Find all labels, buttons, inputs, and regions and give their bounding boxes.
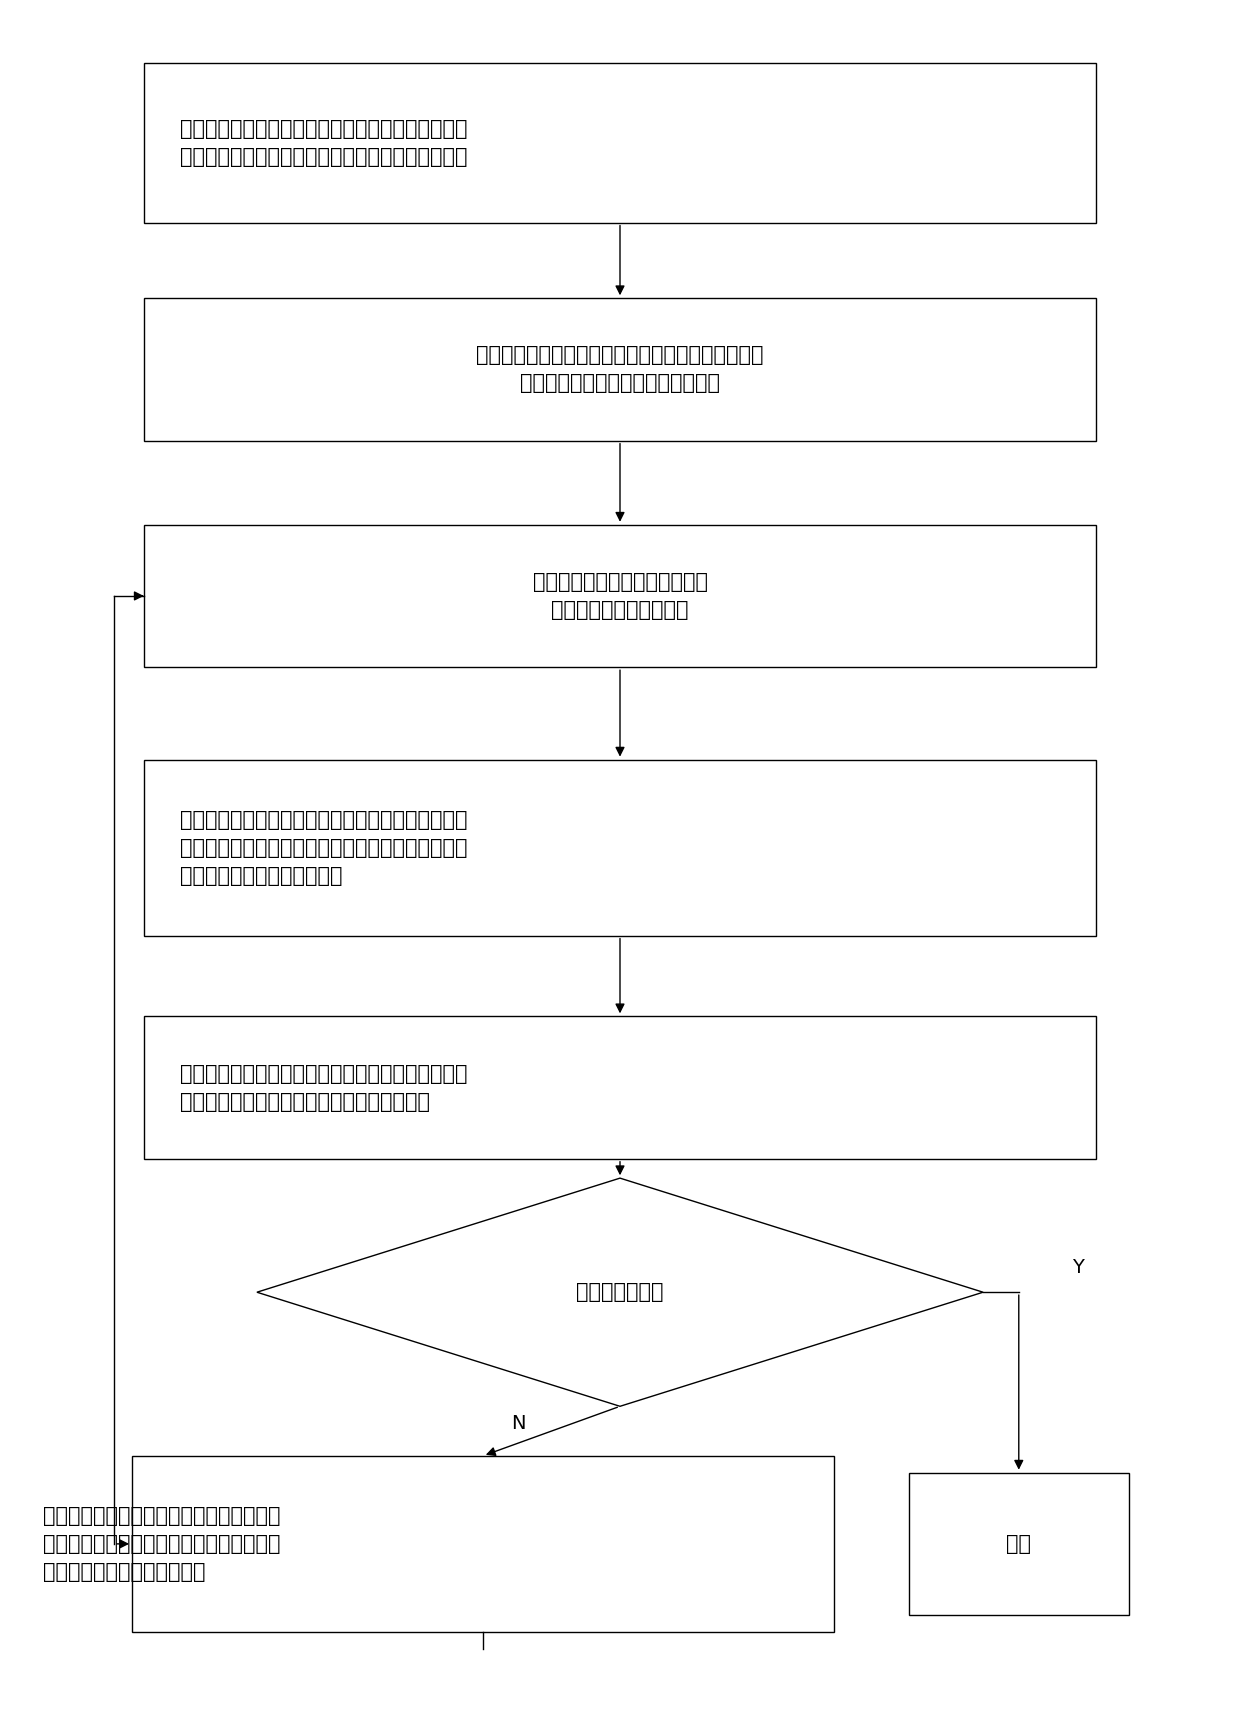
Text: 结束: 结束 bbox=[1007, 1534, 1032, 1554]
Text: 对钢坯的头部、中部和尾部进行二维网格划分，设置
钢坯初始的温度分布和晶粒大小分布: 对钢坯的头部、中部和尾部进行二维网格划分，设置 钢坯初始的温度分布和晶粒大小分布 bbox=[476, 346, 764, 394]
Text: 准备进入下一次迭代计算，将钢坯当前的温
度分布和晶粒大小分布作为下一次计算时的
初始温度分布和晶粒大小分布: 准备进入下一次迭代计算，将钢坯当前的温 度分布和晶粒大小分布作为下一次计算时的 … bbox=[42, 1507, 280, 1582]
Polygon shape bbox=[257, 1178, 983, 1406]
Bar bbox=[144, 524, 1096, 668]
Text: 加热过程结束？: 加热过程结束？ bbox=[577, 1282, 663, 1303]
Bar bbox=[144, 63, 1096, 223]
Bar bbox=[144, 760, 1096, 936]
Text: Y: Y bbox=[1073, 1258, 1084, 1277]
Text: 在加热炉上部控制段和加热炉下部控制段分别布置热
电偶，并获取钢坯的参数信息以及加热炉的参数信息: 在加热炉上部控制段和加热炉下部控制段分别布置热 电偶，并获取钢坯的参数信息以及加… bbox=[180, 118, 467, 168]
Text: 显示钢坯头部、中部和尾部在不同时刻、不同位置温
度场的分布情况和奥氏体晶粒大小的分布情况: 显示钢坯头部、中部和尾部在不同时刻、不同位置温 度场的分布情况和奥氏体晶粒大小的… bbox=[180, 1063, 467, 1111]
Text: N: N bbox=[512, 1414, 526, 1433]
Bar bbox=[131, 1455, 835, 1632]
Bar bbox=[144, 298, 1096, 440]
Text: 将钢坯的当前温度分布作为奥氏体晶粒大小模型的温
度输入，以钢坯的初始晶粒大小分布为起点，计算钢
坯当前的奥氏体晶粒大小分布: 将钢坯的当前温度分布作为奥氏体晶粒大小模型的温 度输入，以钢坯的初始晶粒大小分布… bbox=[180, 810, 467, 885]
Text: 以钢坯初始的温度分布为起点，
计算钢坯的当前温度分布: 以钢坯初始的温度分布为起点， 计算钢坯的当前温度分布 bbox=[532, 572, 708, 620]
Bar bbox=[144, 1017, 1096, 1159]
Bar bbox=[909, 1472, 1128, 1614]
